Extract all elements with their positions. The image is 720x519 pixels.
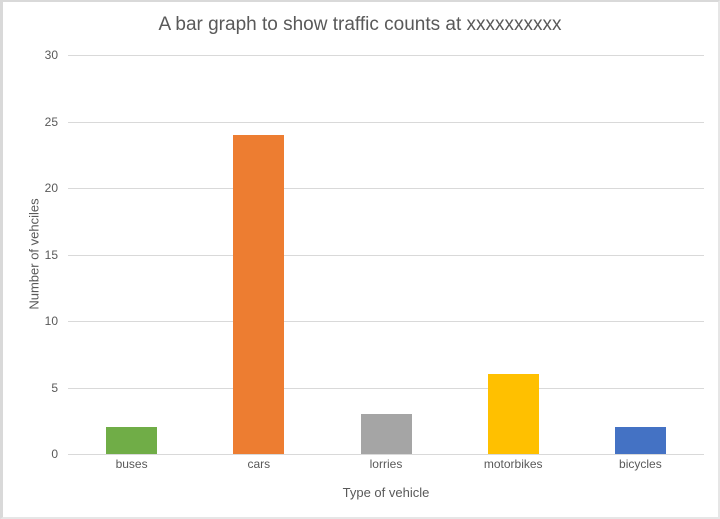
x-tick-label: motorbikes	[483, 457, 543, 471]
x-tick-label: lorries	[369, 457, 403, 471]
gridline	[68, 321, 704, 322]
x-axis-label: Type of vehicle	[342, 485, 430, 500]
chart-title: A bar graph to show traffic counts at xx…	[158, 14, 562, 35]
bar-bicycles	[614, 427, 666, 454]
x-tick-label: buses	[115, 457, 148, 471]
x-tick-label: cars	[247, 457, 271, 471]
gridline	[68, 121, 704, 123]
gridline	[68, 254, 704, 256]
bar-lorries	[360, 414, 412, 454]
y-tick-label: 0	[51, 447, 58, 461]
gridline	[68, 55, 704, 56]
gridline	[68, 188, 704, 189]
plot-area	[68, 55, 704, 455]
gridline	[68, 387, 704, 389]
gridline	[68, 454, 704, 455]
y-tick-label: 10	[44, 314, 58, 328]
bar-cars	[233, 134, 285, 454]
x-tick-label: bicycles	[619, 457, 662, 471]
y-tick-label: 25	[44, 114, 58, 129]
y-tick-label: 15	[44, 247, 58, 262]
y-tick-label: 5	[51, 380, 58, 395]
bar-motorbikes	[487, 374, 539, 454]
bar-buses	[106, 427, 158, 454]
y-tick-label: 20	[44, 181, 58, 195]
y-tick-label: 30	[44, 48, 58, 62]
